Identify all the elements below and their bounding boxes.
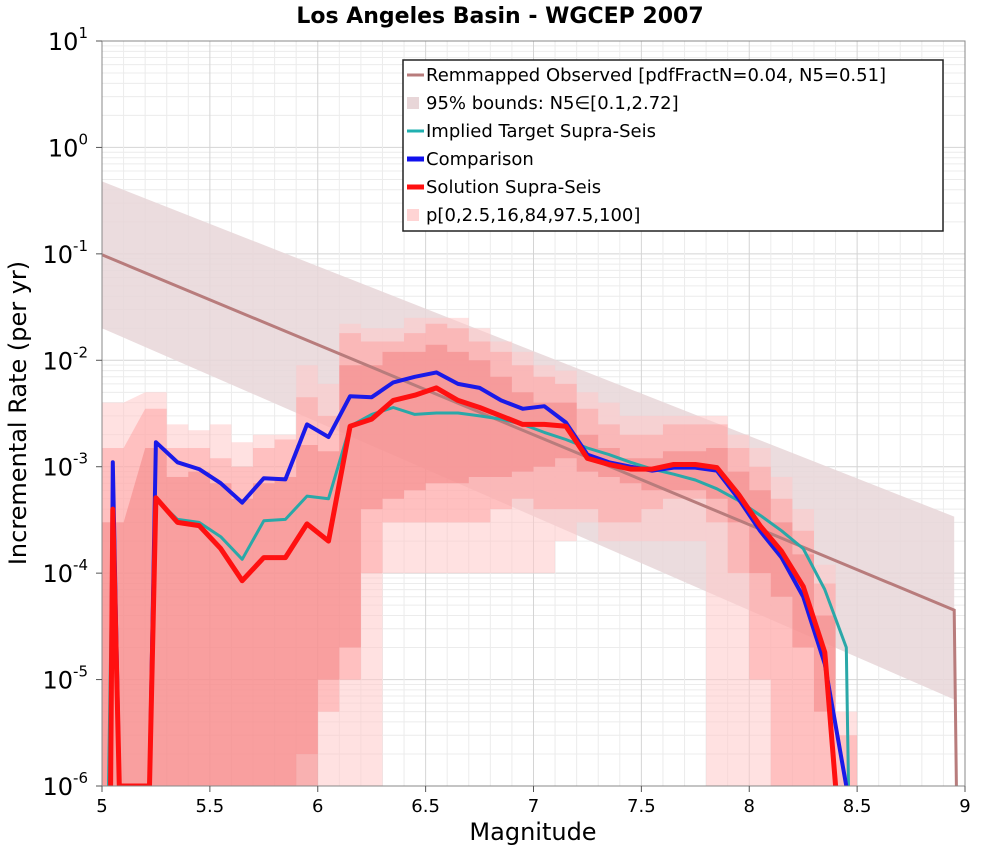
x-tick-label: 6.5 (411, 796, 440, 817)
legend-items: Remmapped Observed [pdfFractN=0.04, N5=0… (407, 65, 886, 226)
y-axis-label: Incremental Rate (per yr) (4, 261, 32, 565)
chart-title: Los Angeles Basin - WGCEP 2007 (296, 4, 703, 29)
y-tick-label: 100 (48, 130, 88, 162)
x-tick-label: 5 (96, 796, 107, 817)
y-tick-label: 10-6 (42, 769, 88, 801)
legend: Remmapped Observed [pdfFractN=0.04, N5=0… (402, 59, 944, 232)
legend-box (402, 59, 944, 232)
y-tick-label: 10-2 (42, 343, 88, 375)
x-tick-label: 7 (528, 796, 539, 817)
legend-label: Implied Target Supra-Seis (426, 121, 656, 142)
y-axis-ticks: 10-6 10-5 10-4 10-3 10-2 10-1 100 101 (42, 24, 102, 801)
percentile-band-2.5-97.5 (102, 323, 858, 786)
x-axis-ticks: 5 5.5 6 6.5 7 7.5 8 8.5 9 (96, 786, 971, 817)
x-tick-label: 9 (959, 796, 970, 817)
legend-label: 95% bounds: N5∈[0.1,2.72] (426, 93, 679, 114)
x-tick-label: 7.5 (627, 796, 656, 817)
y-tick-label: 10-5 (42, 663, 88, 695)
y-tick-label: 10-4 (42, 556, 88, 588)
legend-label: p[0,2.5,16,84,97.5,100] (426, 205, 640, 226)
x-tick-label: 8.5 (843, 796, 872, 817)
series-line-solution-supra-seis (108, 385, 839, 786)
legend-swatch (407, 97, 419, 109)
x-tick-label: 8 (744, 796, 755, 817)
x-axis-label: Magnitude (469, 818, 596, 846)
y-tick-label: 10-3 (42, 450, 88, 482)
y-tick-label: 101 (48, 24, 88, 56)
series-group (107, 370, 850, 786)
percentile-band-16-84 (102, 344, 858, 786)
x-tick-label: 5.5 (196, 796, 225, 817)
x-tick-label: 6 (312, 796, 323, 817)
legend-label: Solution Supra-Seis (426, 177, 601, 198)
legend-label: Remmapped Observed [pdfFractN=0.04, N5=0… (426, 65, 886, 86)
series-line-observed (102, 253, 958, 786)
legend-swatch (407, 209, 419, 221)
series-line-implied-target-supra-seis (107, 406, 850, 786)
legend-label: Comparison (426, 149, 534, 170)
plot-marks (102, 181, 958, 786)
percentile-band-0-100 (102, 317, 858, 786)
y-tick-label: 10-1 (42, 237, 88, 269)
